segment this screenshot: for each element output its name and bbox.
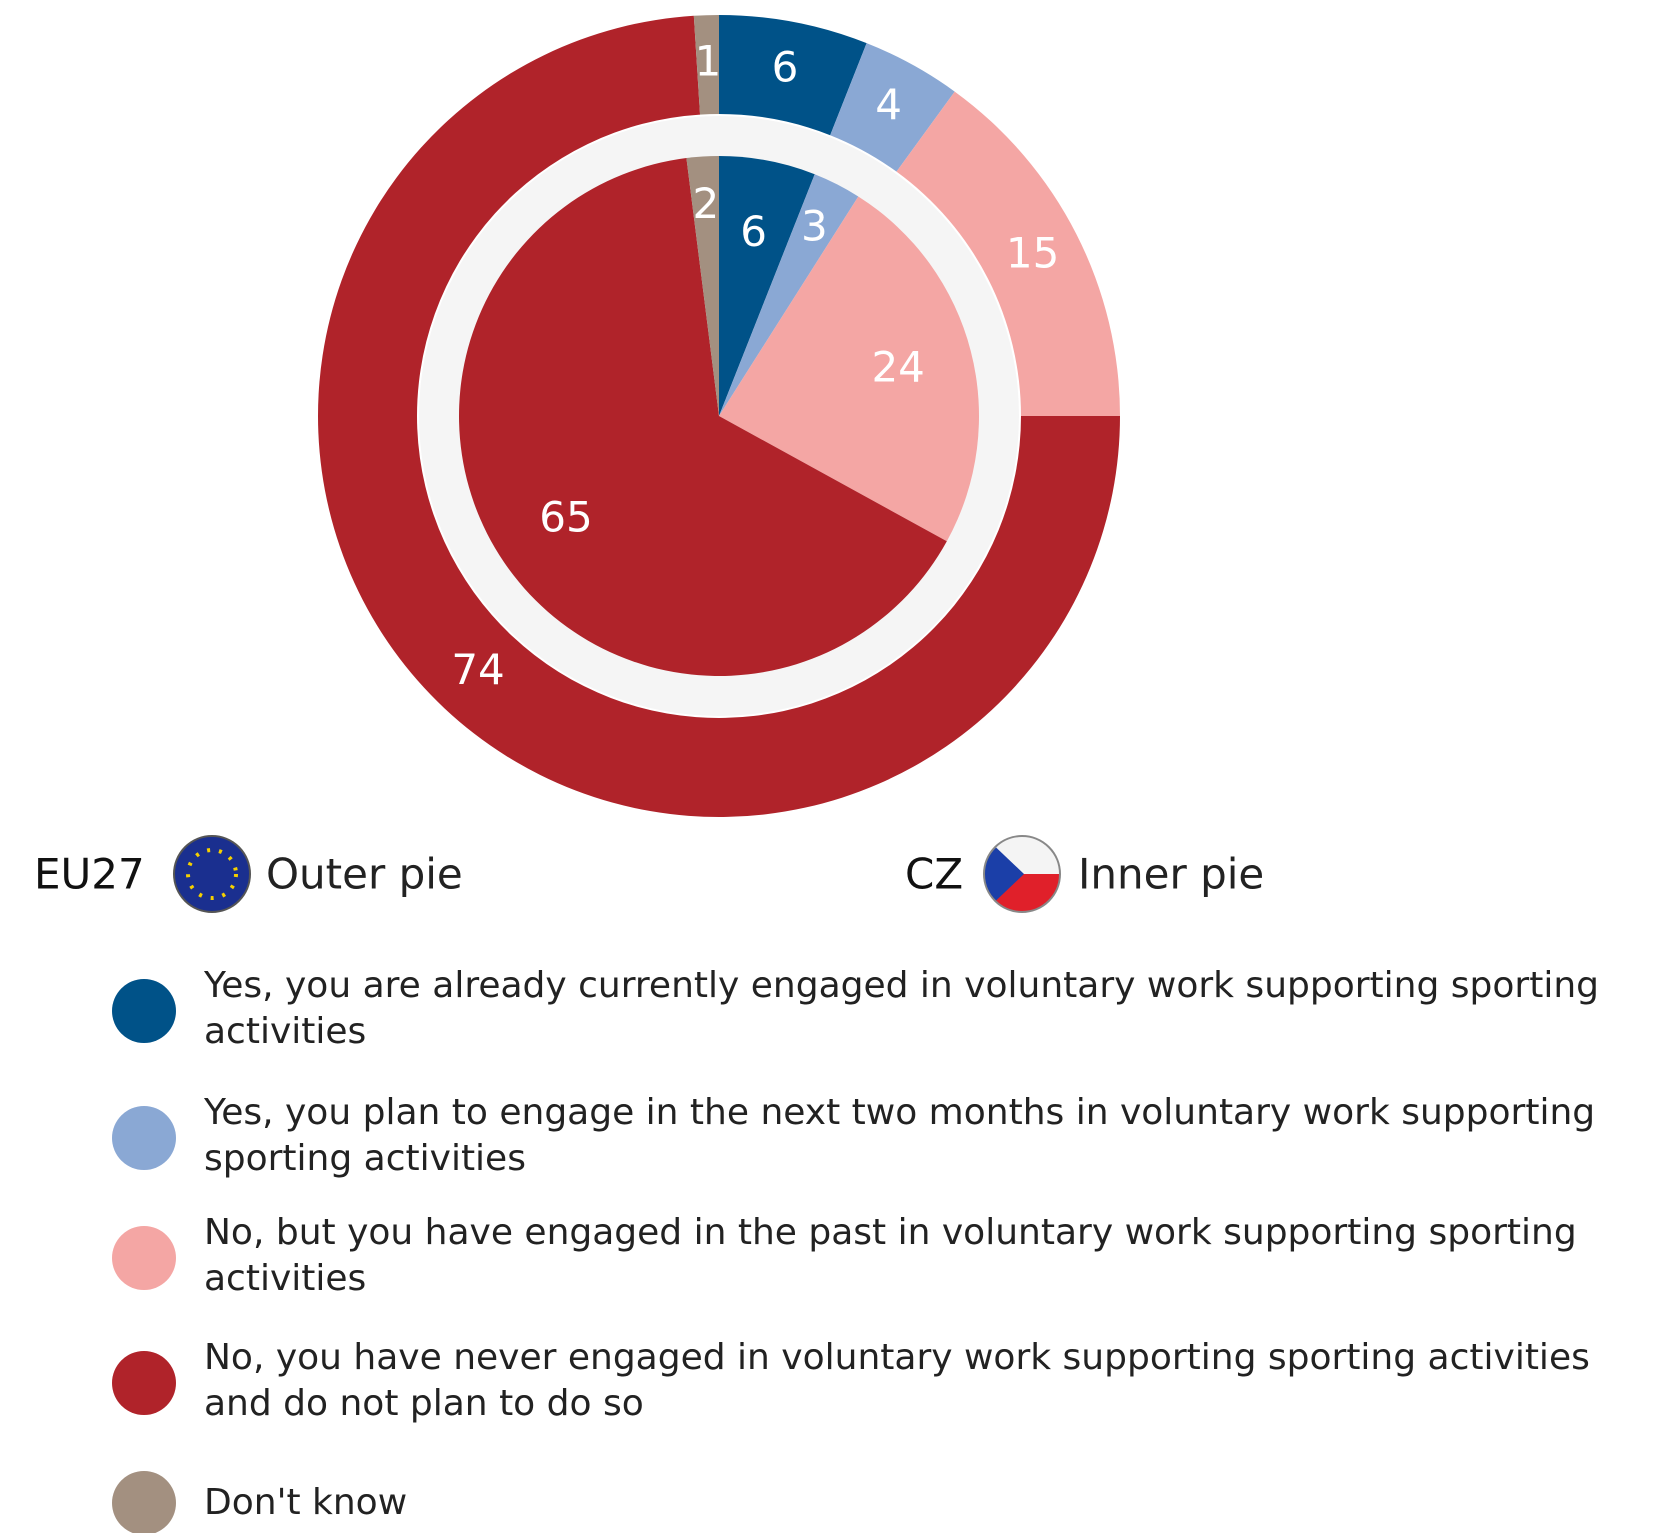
pie-slice (693, 15, 719, 115)
data-label: 15 (1006, 229, 1059, 278)
eu-stars (186, 848, 238, 900)
outer-label: Outer pie (266, 850, 463, 899)
data-label: 3 (801, 201, 828, 250)
data-label: 74 (451, 645, 504, 694)
data-label: 1 (695, 37, 722, 86)
legend-swatch (112, 1471, 176, 1533)
pie-slice (719, 15, 867, 136)
legend-label: No, but you have engaged in the past in … (204, 1212, 1577, 1299)
pie-slice (830, 43, 955, 172)
legend-label: Yes, you plan to engage in the next two … (204, 1092, 1596, 1179)
data-label: 6 (772, 43, 799, 92)
legend-swatch (112, 1351, 176, 1415)
inner-name: CZ (905, 850, 963, 899)
cz-flag-border (983, 835, 1061, 913)
legend (112, 979, 176, 1533)
data-label: 65 (539, 492, 592, 541)
pie-slice (719, 196, 980, 542)
legend-label: Don't know (204, 1482, 408, 1523)
pie-layer (318, 15, 1120, 817)
outer-name: EU27 (34, 850, 145, 899)
data-label: 4 (875, 80, 902, 129)
legend-label: No, you have never engaged in voluntary … (204, 1337, 1590, 1424)
legend-label: Yes, you are already currently engaged i… (204, 965, 1599, 1052)
legend-swatch (112, 1106, 176, 1170)
pie-slice (686, 156, 719, 416)
legend-swatch (112, 1226, 176, 1290)
data-label: 2 (692, 179, 719, 228)
inner-label: Inner pie (1078, 850, 1264, 899)
pie-slice (719, 174, 859, 416)
data-label: 6 (740, 207, 767, 256)
eu-flag (173, 835, 251, 913)
legend-swatch (112, 979, 176, 1043)
data-label: 24 (871, 342, 924, 391)
pie-slice (459, 158, 947, 676)
pie-slice (719, 156, 815, 416)
pie-slice (896, 91, 1120, 417)
